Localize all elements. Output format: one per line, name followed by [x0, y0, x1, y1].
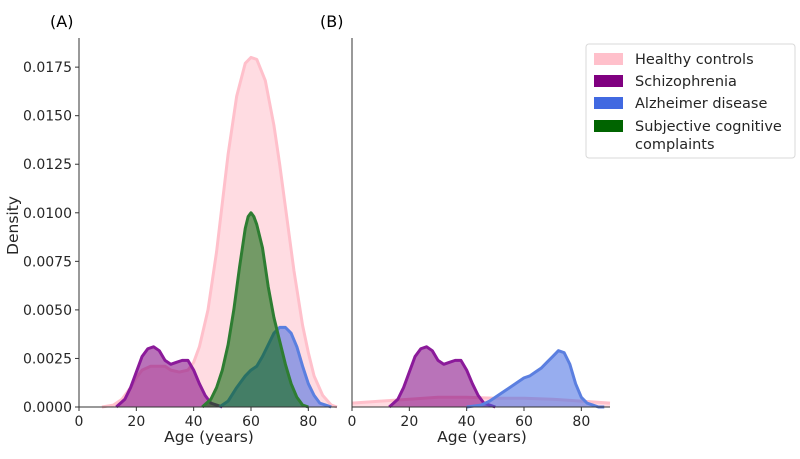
y-axis-label: Density [4, 196, 22, 255]
x-tick-label: 20 [400, 414, 418, 430]
density-line-schizophrenia [388, 345, 496, 409]
y-tick-label: 0.0050 [23, 303, 72, 319]
panel-label: (A) [50, 12, 73, 31]
y-tick-label: 0.0125 [23, 157, 72, 173]
y-tick-label: 0.0150 [23, 109, 72, 125]
x-tick-label: 80 [572, 414, 590, 430]
legend-item: Schizophrenia [594, 74, 737, 90]
legend-label: Subjective cognitive [635, 119, 782, 135]
x-tick-label: 0 [348, 414, 357, 430]
legend-item: Subjective cognitive complaints [594, 119, 782, 153]
x-tick-label: 40 [458, 414, 476, 430]
legend-swatch [594, 97, 623, 109]
density-line-alzheimer-disease [466, 349, 605, 409]
y-tick-label: 0.0100 [23, 206, 72, 222]
panel-label: (B) [320, 12, 343, 31]
y-tick-label: 0.0025 [23, 351, 72, 367]
legend-swatch [594, 53, 623, 65]
density-area-schizophrenia [116, 346, 223, 407]
x-axis-label: Age (years) [437, 428, 527, 446]
legend-label: Healthy controls [635, 52, 754, 68]
legend-box [585, 43, 796, 159]
y-tick-label: 0.0175 [23, 60, 72, 76]
legend-swatch [594, 120, 623, 132]
legend-label: Alzheimer disease [635, 96, 767, 112]
legend-item: Healthy controls [594, 52, 754, 68]
legend-label: Schizophrenia [635, 74, 737, 90]
x-tick-label: 60 [515, 414, 533, 430]
legend-swatch [594, 75, 623, 87]
panel-a: (A) 0 20 40 60 80 Age (years) 0.0000 0.0025 0.005… [4, 12, 338, 446]
x-tick-label: 40 [185, 414, 203, 430]
legend: Healthy controls Schizophrenia Alzheimer d… [585, 43, 796, 159]
y-tick-label: 0.0000 [23, 400, 72, 416]
density-line-subjective-cognitive-complaints [201, 211, 309, 409]
x-tick-label: 20 [127, 414, 145, 430]
density-area-subjective-cognitive-complaints [202, 212, 309, 407]
density-line-schizophrenia [115, 345, 223, 409]
panel-b: (B) 0 20 40 60 80 Age (years) [320, 12, 611, 446]
density-area-schizophrenia [389, 346, 496, 407]
legend-item: Alzheimer disease [594, 96, 767, 112]
x-tick-label: 60 [242, 414, 260, 430]
x-axis-label: Age (years) [164, 428, 254, 446]
x-tick-label: 80 [299, 414, 317, 430]
y-tick-label: 0.0075 [23, 254, 72, 270]
legend-label: complaints [635, 137, 715, 153]
x-tick-label: 0 [75, 414, 84, 430]
